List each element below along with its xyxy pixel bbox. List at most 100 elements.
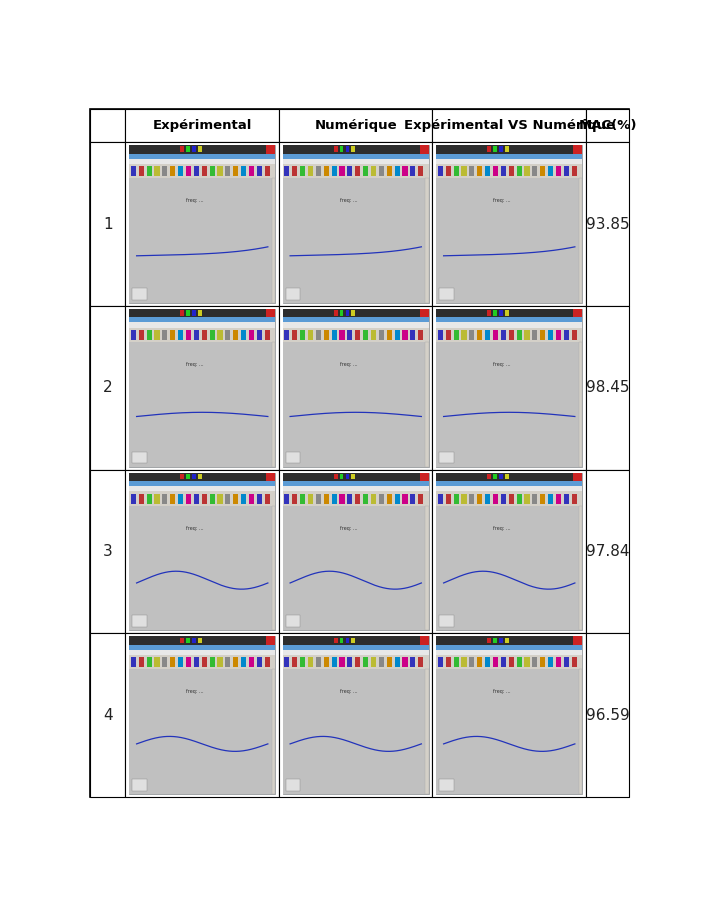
Bar <box>571 658 577 667</box>
Bar <box>548 330 553 340</box>
Bar <box>241 330 246 340</box>
Bar <box>198 474 201 480</box>
Bar <box>186 658 191 667</box>
Bar <box>324 658 329 667</box>
Bar <box>439 451 453 464</box>
Bar <box>186 493 191 503</box>
Bar <box>564 658 569 667</box>
Bar <box>283 309 429 318</box>
Text: freq: ...: freq: ... <box>186 361 204 367</box>
Bar <box>201 330 207 340</box>
Bar <box>170 166 176 176</box>
Bar <box>180 474 184 480</box>
Bar <box>339 658 345 667</box>
Bar <box>292 330 297 340</box>
Bar <box>186 310 190 316</box>
Bar <box>178 493 183 503</box>
Bar <box>477 493 482 503</box>
Bar <box>505 474 508 480</box>
Bar <box>139 330 144 340</box>
Bar <box>493 658 498 667</box>
Bar <box>91 306 126 469</box>
Bar <box>129 309 275 466</box>
Bar <box>331 493 337 503</box>
Bar <box>218 493 223 503</box>
Bar <box>162 330 167 340</box>
Bar <box>578 669 582 794</box>
Bar <box>564 166 569 176</box>
Bar <box>437 506 582 631</box>
Bar <box>494 146 497 152</box>
Bar <box>410 658 416 667</box>
Bar <box>437 492 582 506</box>
Bar <box>420 309 429 318</box>
Bar <box>499 638 503 643</box>
Bar <box>532 493 538 503</box>
Bar <box>129 309 275 318</box>
Bar <box>201 166 207 176</box>
Bar <box>438 658 443 667</box>
Bar <box>363 658 368 667</box>
Bar <box>509 493 514 503</box>
Bar <box>91 142 126 306</box>
Bar <box>345 146 349 152</box>
Bar <box>272 179 275 303</box>
Bar <box>586 469 629 633</box>
Bar <box>283 636 429 794</box>
Bar <box>129 164 275 179</box>
Bar <box>586 633 629 797</box>
Bar <box>501 166 506 176</box>
Bar <box>418 330 423 340</box>
Bar <box>461 330 467 340</box>
Bar <box>129 486 275 492</box>
Bar <box>432 109 586 143</box>
Bar <box>186 146 190 152</box>
Bar <box>180 146 184 152</box>
Bar <box>308 330 313 340</box>
Bar <box>371 330 376 340</box>
Bar <box>132 615 147 627</box>
Bar <box>225 493 230 503</box>
Bar <box>257 330 262 340</box>
Bar <box>437 153 582 159</box>
Text: 96.59: 96.59 <box>585 708 630 723</box>
Bar <box>446 330 451 340</box>
Bar <box>571 166 577 176</box>
Bar <box>340 638 343 643</box>
Bar <box>532 330 538 340</box>
Text: freq: ...: freq: ... <box>340 361 357 367</box>
Bar <box>578 179 582 303</box>
Bar <box>334 310 338 316</box>
Bar <box>316 658 321 667</box>
Bar <box>395 493 399 503</box>
Bar <box>438 166 443 176</box>
Bar <box>279 142 432 306</box>
Bar <box>437 636 582 645</box>
Bar <box>420 473 429 481</box>
Bar <box>192 146 196 152</box>
Bar <box>586 109 629 143</box>
Bar <box>331 658 337 667</box>
Bar <box>487 474 491 480</box>
Bar <box>147 658 152 667</box>
Bar <box>352 146 355 152</box>
Bar <box>355 166 360 176</box>
Bar <box>524 166 529 176</box>
Bar <box>129 481 275 486</box>
Bar <box>257 658 262 667</box>
Bar <box>283 342 429 466</box>
Bar <box>453 166 458 176</box>
Bar <box>437 322 582 327</box>
Bar <box>387 330 392 340</box>
Bar <box>300 658 305 667</box>
Bar <box>487 146 491 152</box>
Bar <box>477 166 482 176</box>
Bar <box>331 330 337 340</box>
Bar <box>453 658 458 667</box>
Bar <box>532 658 538 667</box>
Bar <box>453 493 458 503</box>
Bar <box>556 493 561 503</box>
Bar <box>91 109 126 143</box>
Bar <box>347 493 352 503</box>
Bar <box>129 649 275 655</box>
